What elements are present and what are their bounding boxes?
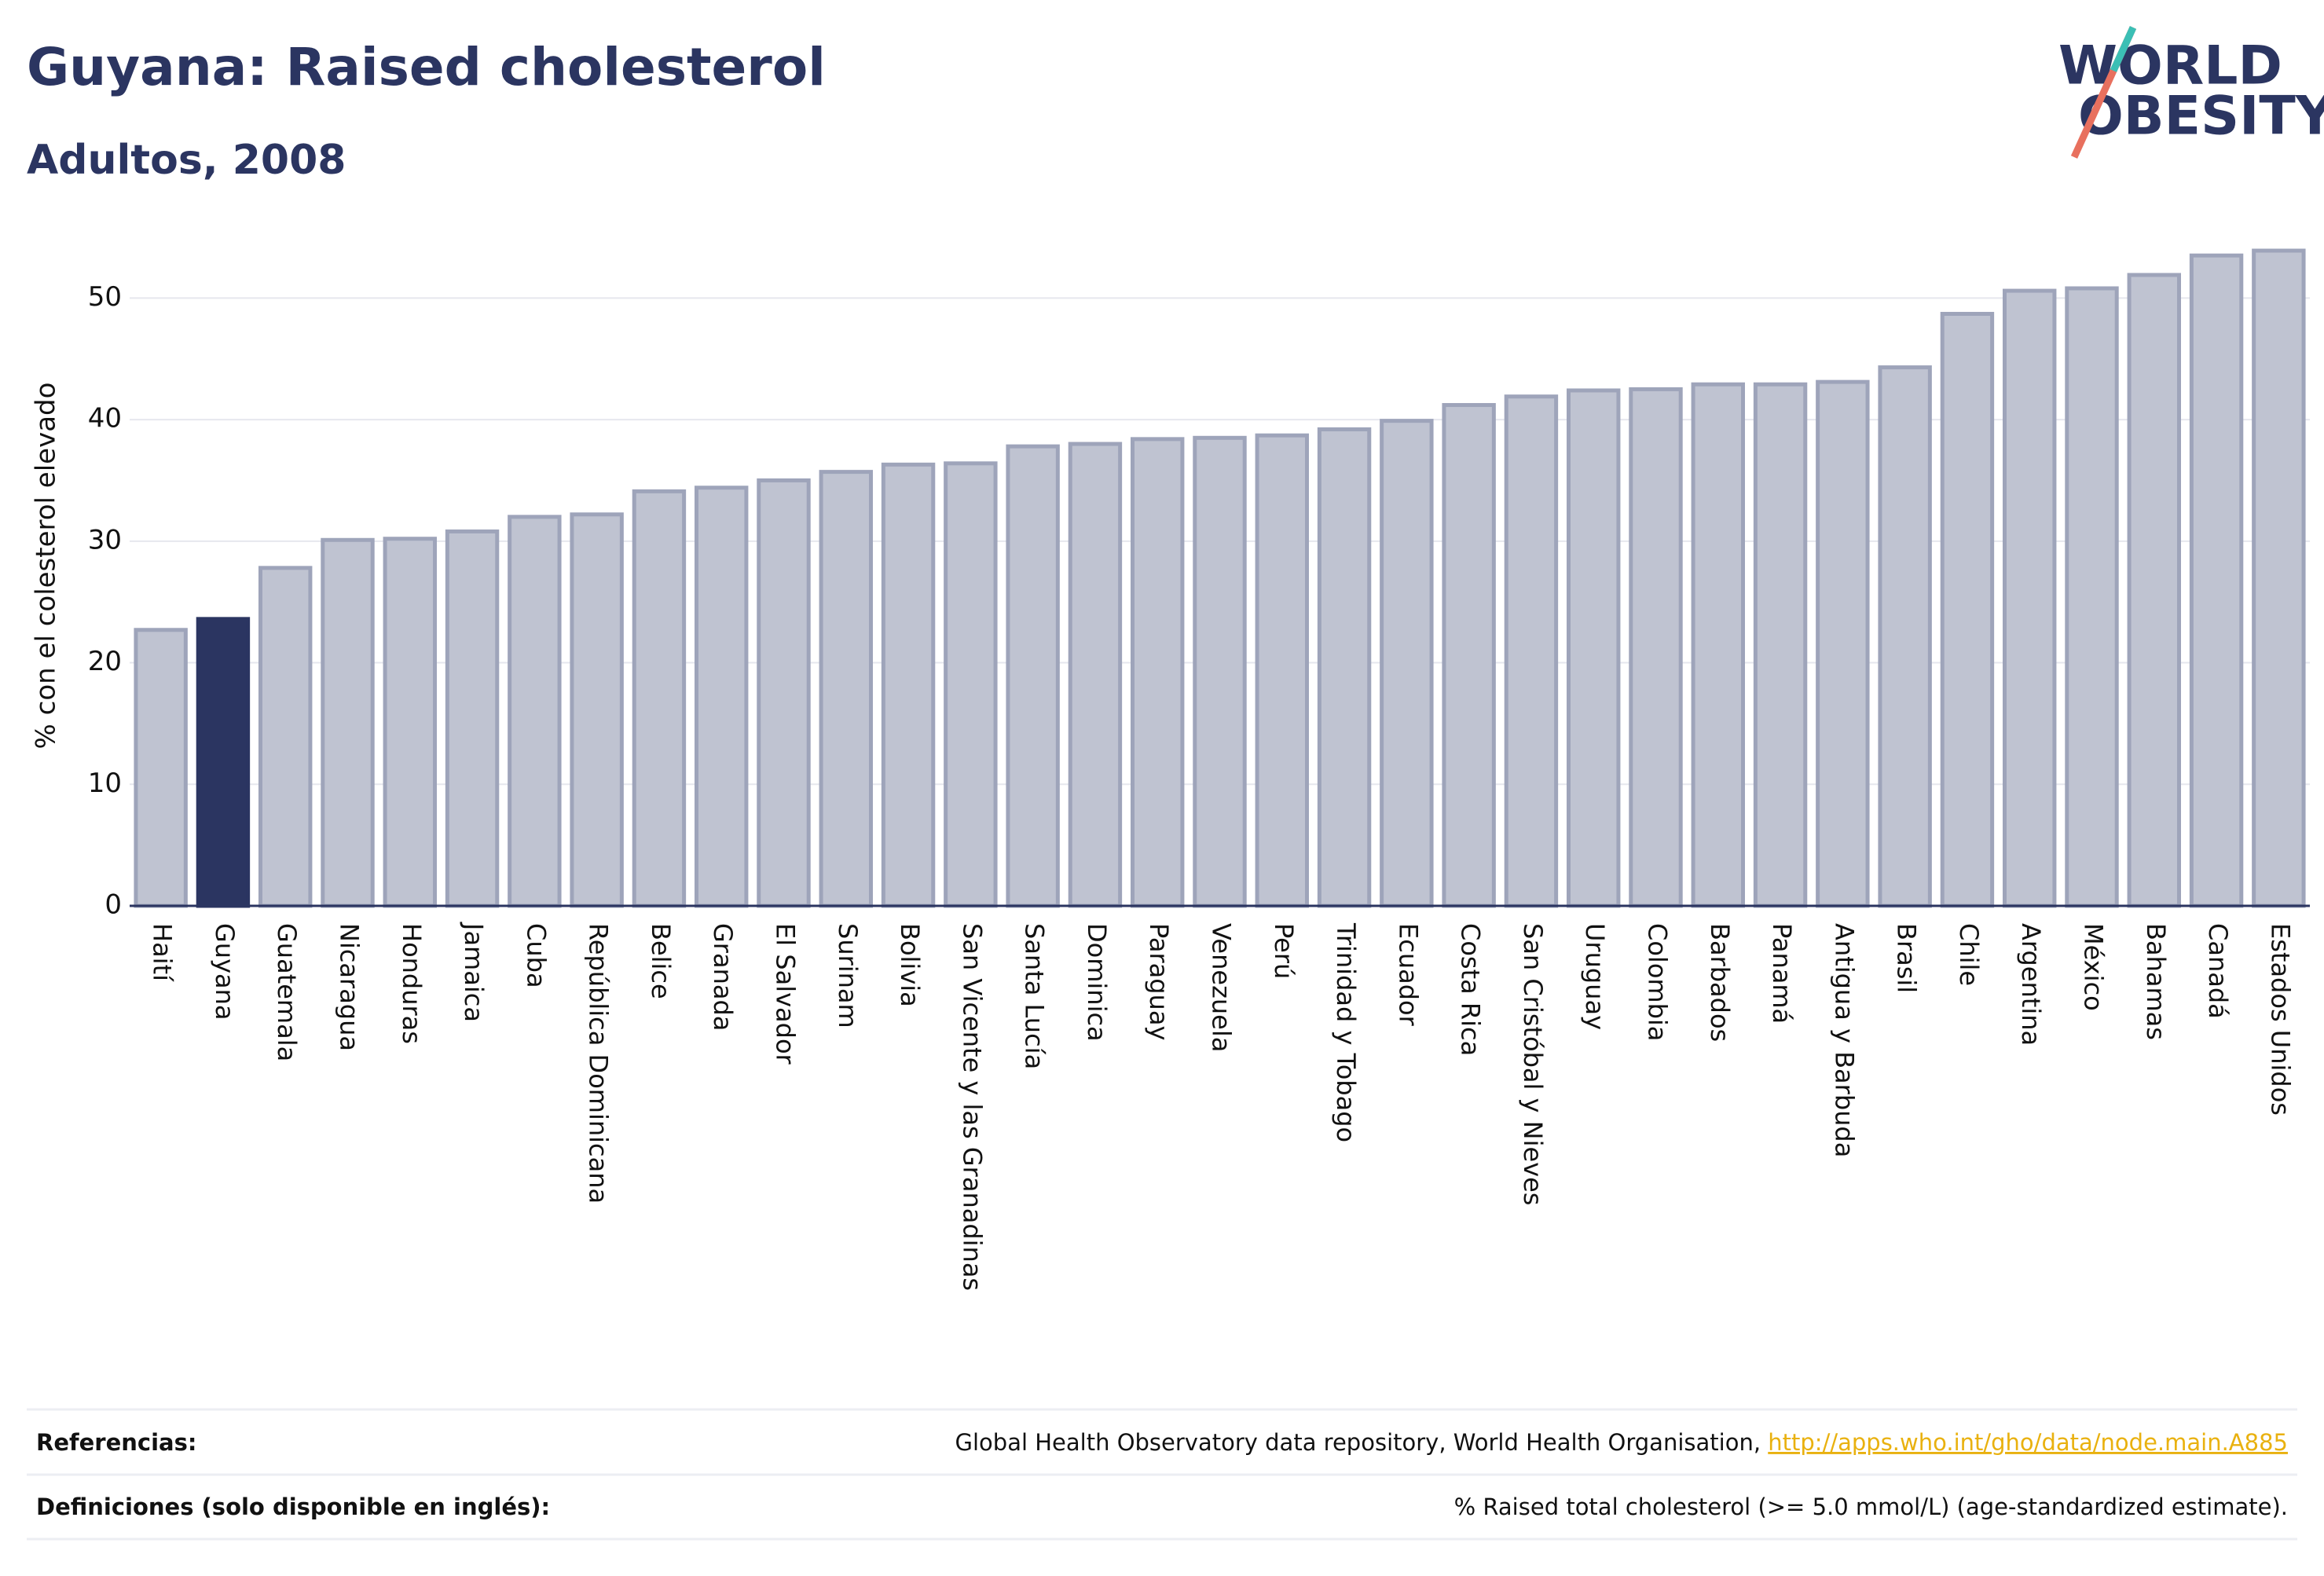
y-tick-label: 50 xyxy=(88,281,122,313)
y-axis-label: % con el colesterol elevado xyxy=(31,383,62,750)
x-tick-label: Brasil xyxy=(1892,923,1922,993)
x-tick-label: Granada xyxy=(708,923,738,1031)
x-tick-label: Bolivia xyxy=(895,923,925,1007)
x-tick-label: Costa Rica xyxy=(1456,923,1486,1056)
references-text: Global Health Observatory data repositor… xyxy=(955,1429,1769,1456)
x-tick-label: Ecuador xyxy=(1393,923,1423,1027)
bar xyxy=(2065,286,2119,908)
references-label: Referencias: xyxy=(36,1429,196,1456)
x-tick-label: Belice xyxy=(646,923,676,999)
references-link[interactable]: http://apps.who.int/gho/data/node.main.A… xyxy=(1768,1429,2288,1456)
y-tick-label: 20 xyxy=(88,646,122,677)
logo-line2: OBESITY xyxy=(2078,86,2324,148)
y-tick-label: 0 xyxy=(104,889,122,921)
bar xyxy=(1068,442,1123,908)
bar xyxy=(819,470,873,908)
x-tick-label: Panamá xyxy=(1767,923,1797,1024)
definitions-label: Definiciones (solo disponible en inglés)… xyxy=(36,1494,550,1520)
bar xyxy=(1193,435,1247,908)
y-tick-label: 30 xyxy=(88,524,122,555)
x-tick-label: Trinidad y Tobago xyxy=(1331,922,1361,1142)
bar xyxy=(757,478,811,908)
x-tick-label: Chile xyxy=(1954,923,1984,986)
x-tick-label: Estados Unidos xyxy=(2265,923,2295,1116)
bar xyxy=(1442,403,1496,908)
logo-line1: WORLD xyxy=(2058,35,2282,97)
bar xyxy=(1753,382,1808,908)
bar xyxy=(445,529,500,908)
bar xyxy=(2127,273,2182,908)
x-tick-label: Venezuela xyxy=(1207,923,1237,1052)
x-tick-label: Nicaragua xyxy=(335,923,365,1051)
y-tick-label: 40 xyxy=(88,403,122,434)
x-tick-label: El Salvador xyxy=(771,923,801,1065)
bar xyxy=(1131,437,1185,908)
bar xyxy=(2189,253,2244,908)
bar xyxy=(2003,288,2057,908)
x-tick-label: Antigua y Barbuda xyxy=(1829,923,1859,1157)
x-tick-label: Bahamas xyxy=(2141,923,2171,1040)
x-tick-label: Paraguay xyxy=(1144,923,1174,1040)
bar xyxy=(695,486,749,908)
chart-subtitle: Adultos, 2008 xyxy=(27,137,346,184)
x-tick-label: Surinam xyxy=(833,923,863,1028)
x-tick-label: Perú xyxy=(1269,923,1299,979)
bar xyxy=(321,537,375,908)
bar xyxy=(134,628,188,908)
bar xyxy=(508,515,562,908)
references: Global Health Observatory data repositor… xyxy=(955,1429,2288,1456)
bar xyxy=(944,461,998,908)
bar xyxy=(1567,388,1621,908)
x-tick-label: Cuba xyxy=(521,923,551,988)
x-tick-label: Uruguay xyxy=(1580,923,1610,1030)
logo-slash-top xyxy=(2110,26,2137,72)
x-tick-label: Haití xyxy=(148,923,178,982)
x-tick-label: Guatemala xyxy=(272,923,302,1061)
bar xyxy=(1006,444,1060,908)
bar xyxy=(1255,433,1309,908)
x-tick-label: Santa Lucía xyxy=(1020,923,1050,1069)
bar xyxy=(1629,387,1683,908)
bar xyxy=(1504,394,1559,908)
x-tick-label: México xyxy=(2079,923,2109,1011)
bar xyxy=(196,617,251,908)
x-tick-label: San Cristóbal y Nieves xyxy=(1518,923,1548,1205)
bar xyxy=(1380,419,1434,908)
bar xyxy=(258,566,313,908)
bar xyxy=(2252,248,2306,908)
chart-title: Guyana: Raised cholesterol xyxy=(27,37,826,97)
bar xyxy=(570,512,624,908)
bar xyxy=(881,462,936,908)
x-tick-label: Jamaica xyxy=(459,922,489,1022)
x-tick-label: República Dominicana xyxy=(584,923,614,1204)
x-tick-label: San Vicente y las Granadinas xyxy=(957,923,987,1291)
x-tick-label: Canadá xyxy=(2203,923,2233,1019)
bar xyxy=(1816,379,1870,908)
bar xyxy=(1317,427,1372,908)
definitions-text: % Raised total cholesterol (>= 5.0 mmol/… xyxy=(1454,1494,2288,1520)
x-tick-label: Argentina xyxy=(2016,923,2046,1046)
y-tick-label: 10 xyxy=(88,768,122,799)
bar xyxy=(632,489,687,908)
x-tick-label: Barbados xyxy=(1705,923,1735,1042)
x-tick-label: Colombia xyxy=(1643,923,1673,1041)
x-tick-label: Honduras xyxy=(397,923,427,1044)
x-tick-label: Dominica xyxy=(1082,923,1112,1042)
bar xyxy=(1940,311,1995,908)
x-tick-label: Guyana xyxy=(210,923,240,1021)
bar xyxy=(383,537,438,908)
bar xyxy=(1878,365,1932,908)
bar xyxy=(1691,382,1746,908)
